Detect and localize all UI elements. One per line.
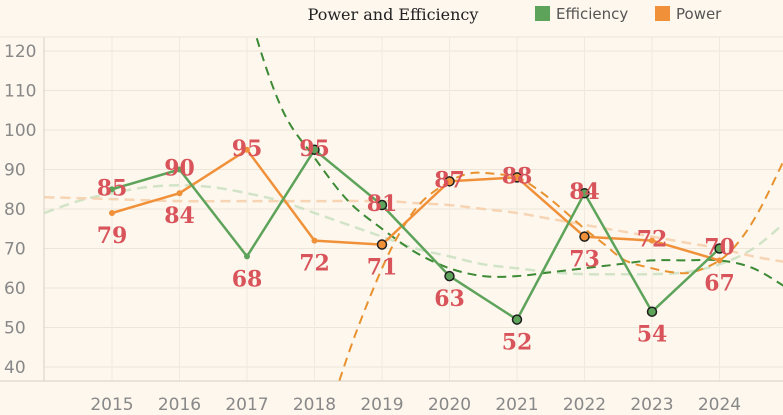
x-tick-label: 2016 — [158, 395, 201, 415]
legend-power-label: Power — [676, 5, 722, 23]
data-point-power — [716, 257, 723, 264]
data-point-power — [109, 209, 115, 216]
data-label-power: 79 — [97, 223, 128, 249]
data-label-efficiency: 84 — [569, 179, 600, 205]
data-label-efficiency: 68 — [232, 266, 263, 292]
data-point-efficiency — [176, 166, 183, 173]
trendlines — [44, 37, 783, 381]
data-label-power: 95 — [232, 136, 263, 162]
data-label-efficiency: 52 — [502, 330, 533, 356]
y-tick-label: 110 — [4, 82, 36, 102]
data-point-efficiency — [444, 270, 455, 282]
chart-header: Power and Efficiency Efficiency Power — [308, 5, 723, 24]
trendline-power-faint — [44, 195, 783, 263]
data-point-efficiency — [646, 306, 658, 317]
data-point-efficiency — [511, 314, 523, 325]
data-labels: 85 79 90 84 68 95 95 72 81 71 63 87 52 88 84 73 54 72 70 67 — [97, 136, 735, 356]
gridlines — [44, 37, 783, 381]
trendline-efficiency-faint — [44, 184, 783, 276]
data-label-power: 72 — [637, 227, 668, 253]
data-point-power — [311, 237, 318, 244]
data-label-power: 84 — [164, 203, 195, 229]
data-point-efficiency — [309, 144, 320, 155]
data-label-efficiency: 54 — [637, 322, 668, 348]
data-point-power — [579, 231, 590, 242]
y-tick-label: 120 — [4, 42, 36, 62]
data-label-efficiency: 90 — [164, 156, 195, 182]
data-point-efficiency — [579, 187, 590, 199]
y-tick-label: 70 — [4, 240, 26, 260]
y-tick-label: 50 — [4, 319, 26, 339]
series-lines — [109, 144, 725, 325]
legend-efficiency-label: Efficiency — [556, 5, 628, 23]
y-tick-label: 60 — [4, 279, 26, 299]
data-label-efficiency: 81 — [367, 191, 398, 217]
data-label-efficiency: 95 — [299, 136, 330, 162]
data-point-power — [511, 172, 523, 183]
data-point-power — [444, 176, 455, 187]
x-tick-label: 2018 — [293, 395, 336, 415]
data-point-power — [649, 237, 655, 244]
data-point-power — [376, 239, 388, 250]
data-label-efficiency: 63 — [434, 286, 465, 312]
y-tick-label: 40 — [4, 358, 26, 378]
legend: Efficiency Power — [535, 5, 722, 23]
chart-title: Power and Efficiency — [308, 5, 479, 24]
axes: 40 50 60 70 80 90 100 110 120 2015 2016 2017 2018 201… — [0, 36, 783, 415]
series-line-power — [111, 148, 720, 262]
x-tick-label: 2019 — [360, 395, 403, 415]
y-tick-label: 80 — [4, 200, 26, 220]
x-tick-label: 2024 — [698, 395, 741, 415]
x-tick-label: 2021 — [495, 395, 538, 415]
data-label-power: 71 — [367, 255, 398, 281]
data-label-efficiency: 85 — [97, 175, 128, 201]
data-point-efficiency — [376, 199, 388, 211]
data-label-power: 72 — [299, 251, 330, 277]
data-point-efficiency — [244, 253, 250, 260]
trendline-efficiency — [255, 37, 783, 287]
x-tick-label: 2020 — [428, 395, 471, 415]
data-label-efficiency: 70 — [704, 235, 735, 261]
data-label-power: 88 — [502, 163, 533, 189]
data-label-power: 67 — [704, 270, 735, 296]
x-tick-label: 2017 — [225, 395, 268, 415]
legend-efficiency-swatch — [535, 6, 550, 21]
data-label-power: 87 — [434, 167, 465, 193]
series-line-efficiency — [111, 148, 721, 321]
x-tick-label: 2023 — [630, 395, 673, 415]
data-point-power — [244, 146, 250, 153]
data-point-efficiency — [714, 243, 725, 254]
y-tick-label: 90 — [4, 161, 26, 181]
x-tick-label: 2015 — [90, 395, 133, 415]
x-tick-label: 2022 — [563, 395, 606, 415]
data-label-power: 73 — [569, 247, 600, 273]
data-point-power — [176, 190, 183, 197]
y-tick-label: 100 — [4, 121, 36, 141]
legend-power-swatch — [655, 6, 670, 21]
data-point-efficiency — [109, 186, 115, 193]
